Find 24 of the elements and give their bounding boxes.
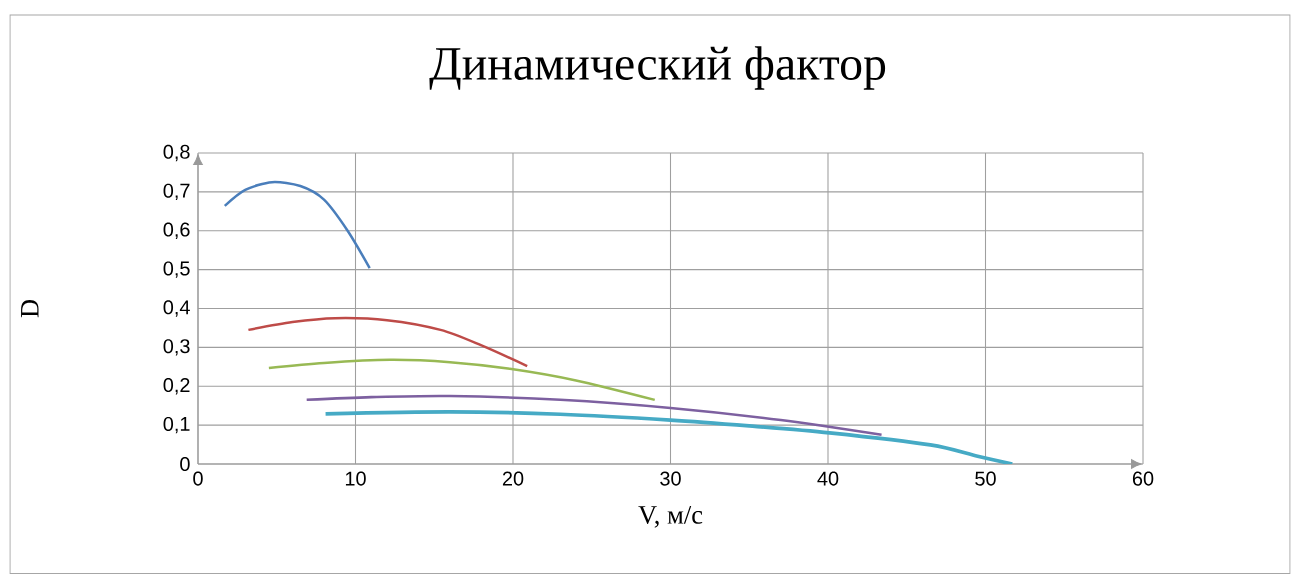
x-tick-label: 50 (975, 471, 996, 486)
x-tick-label: 40 (817, 471, 839, 486)
y-axis-title: D (21, 299, 39, 318)
line-series (267, 358, 657, 402)
y-tick-label: 0,8 (163, 144, 190, 162)
x-tick-label: 20 (502, 471, 524, 486)
y-tick-label: 0,7 (163, 183, 190, 201)
line-series (305, 394, 883, 437)
y-tick-label: 0,3 (163, 339, 190, 356)
line-series (247, 316, 529, 368)
x-axis-title: V, м/с (638, 506, 703, 528)
y-tick-label: 0,1 (163, 416, 190, 434)
y-tick-label: 0,4 (163, 300, 190, 317)
line-series (223, 180, 371, 270)
x-tick-label: 60 (1132, 471, 1154, 486)
y-tick-label: 0,2 (163, 378, 190, 395)
x-tick-label: 0 (193, 471, 203, 486)
y-tick-label: 0,5 (163, 261, 190, 278)
x-tick-label: 10 (345, 471, 366, 486)
x-tick-label: 30 (660, 471, 681, 486)
line-series (323, 410, 1015, 464)
chart-title: Динамический фактор (429, 46, 886, 90)
y-tick-label: 0 (180, 456, 190, 472)
y-tick-label: 0,6 (163, 222, 190, 239)
